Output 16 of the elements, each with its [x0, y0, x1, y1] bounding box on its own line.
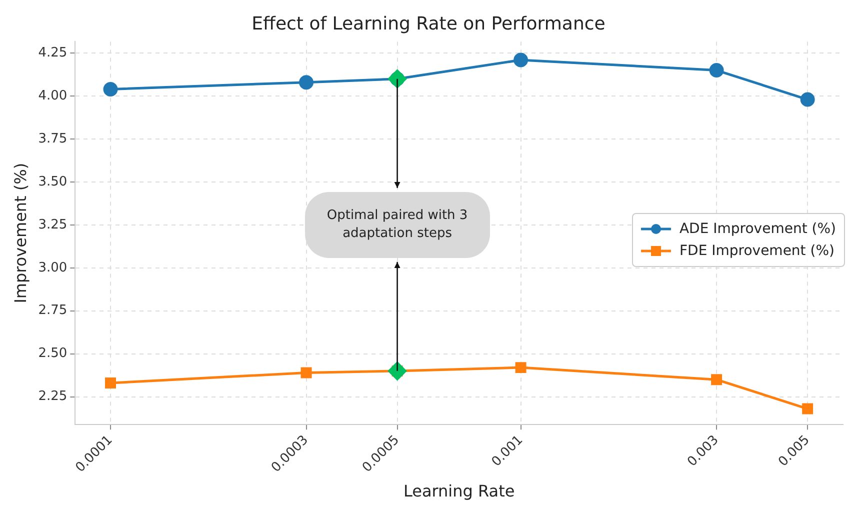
y-tick-label: 2.25 — [38, 389, 68, 404]
callout-box: Optimal paired with 3 adaptation steps — [304, 192, 490, 258]
y-tick-label: 2.50 — [38, 346, 68, 362]
chart-title: Effect of Learning Rate on Performance — [252, 13, 606, 34]
annotation: Optimal paired with 3 adaptation steps — [326, 206, 469, 243]
y-tick-label: 2.75 — [38, 303, 68, 318]
y-tick-label: 3.00 — [38, 260, 68, 276]
y-axis-title: Improvement (%) — [10, 162, 30, 304]
y-tick-label: 3.50 — [38, 174, 68, 190]
x-axis-title: Learning Rate — [403, 482, 515, 501]
y-tick-label: 4.25 — [38, 45, 68, 60]
legend-label: ADE Improvement (%) — [679, 220, 836, 239]
legend-label: FDE Improvement (%) — [679, 242, 834, 261]
y-tick-label: 3.25 — [38, 217, 68, 232]
y-tick-label: 3.75 — [38, 131, 68, 146]
y-tick-label: 4.00 — [38, 88, 68, 104]
